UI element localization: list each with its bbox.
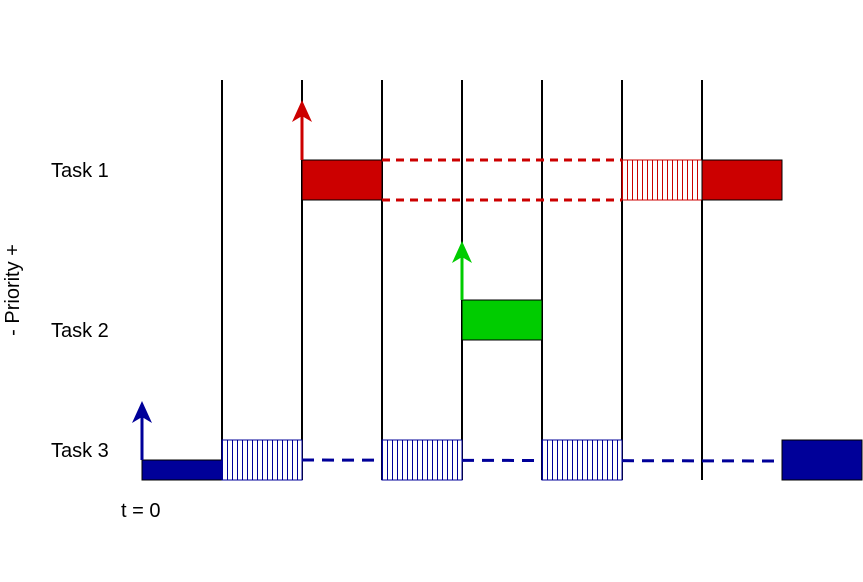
task2-row xyxy=(452,241,543,341)
task1-hatched-block xyxy=(621,159,703,201)
time-origin-label: t = 0 xyxy=(121,500,160,522)
task1-label: Task 1 xyxy=(51,160,109,182)
task3-final-block xyxy=(781,439,863,481)
task3-hatched-block xyxy=(541,439,623,481)
task1-running-block xyxy=(301,159,383,201)
task3-hatched-block xyxy=(221,439,303,481)
task3-label: Task 3 xyxy=(51,440,109,462)
task3-row xyxy=(132,401,863,481)
task3-arrow-head xyxy=(132,401,152,423)
task3-hatched-block xyxy=(381,439,463,481)
task1-arrow-head xyxy=(292,100,312,122)
task1-final-block xyxy=(701,159,783,201)
task1-row xyxy=(292,100,783,202)
task2-arrow-head xyxy=(452,241,472,263)
task2-label: Task 2 xyxy=(51,320,109,342)
task2-running-block xyxy=(461,299,543,341)
task3-running-block xyxy=(141,459,223,481)
priority-axis-label: - Priority + xyxy=(2,244,24,336)
